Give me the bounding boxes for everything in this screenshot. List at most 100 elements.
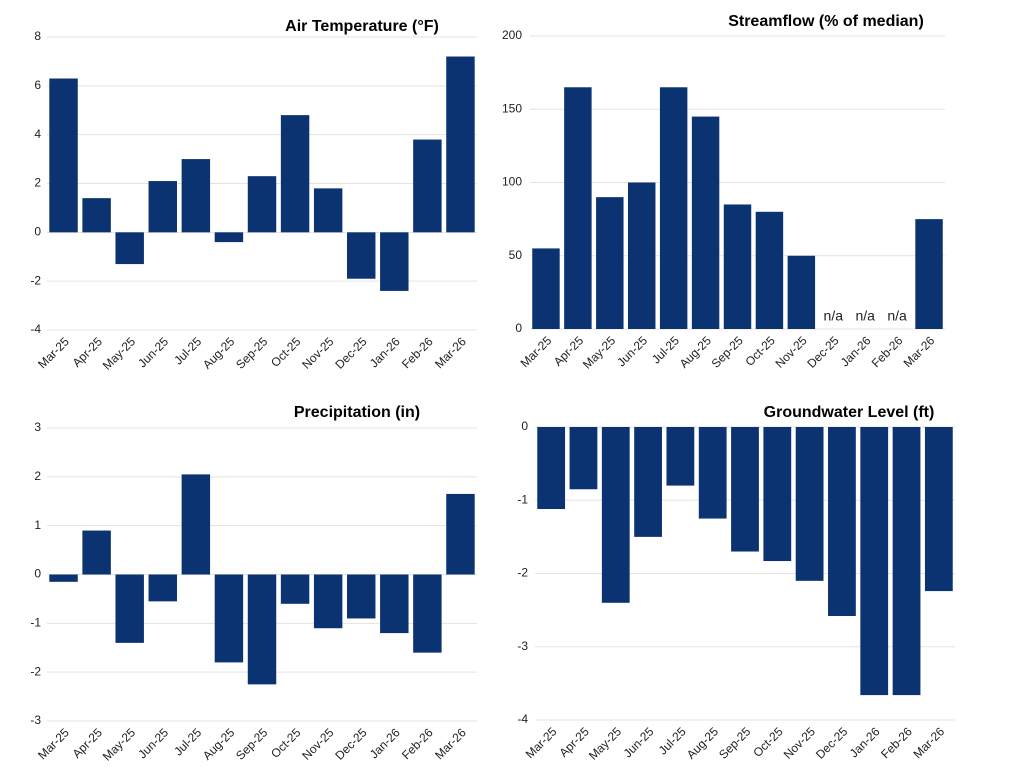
x-tick-label: Dec-25 [804,333,841,370]
bar [698,427,727,519]
x-tick-label: Nov-25 [299,725,336,762]
y-tick-label: 200 [502,28,522,42]
x-tick-label: May-25 [586,724,624,762]
x-tick-label: Oct-25 [742,333,778,369]
bar [181,159,211,233]
bar [755,211,784,329]
bar [413,574,442,653]
y-tick-label: 50 [509,248,523,262]
y-tick-label: 2 [34,176,41,190]
x-tick-label: Mar-26 [901,333,938,370]
bar [148,181,177,233]
x-tick-label: Oct-25 [750,724,786,760]
bar [49,574,78,582]
y-tick-label: 6 [34,78,41,92]
x-tick-label: Aug-25 [677,333,714,370]
bar [115,574,144,643]
x-tick-label: Sep-25 [233,725,270,762]
y-tick-label: -1 [517,492,528,506]
bar [380,574,409,634]
x-tick-label: Jun-25 [614,333,650,369]
x-tick-label: Jan-26 [847,724,883,760]
bar [601,427,630,603]
value-label: n/a [855,308,875,324]
x-tick-label: Sep-25 [716,724,753,761]
y-tick-label: -2 [30,273,41,287]
x-tick-label: Dec-25 [813,724,850,761]
bar [82,530,111,575]
bar [860,427,889,696]
x-tick-label: Jan-26 [367,334,403,370]
x-tick-label: Nov-25 [299,334,336,371]
value-label: n/a [887,308,907,324]
bar [214,232,244,243]
x-tick-label: Aug-25 [684,724,721,761]
y-tick-label: 3 [34,420,41,434]
y-tick-label: -2 [517,566,528,580]
x-tick-label: Feb-26 [399,334,436,371]
bar [148,574,177,602]
bar [446,56,475,233]
y-tick-label: 150 [502,101,522,115]
bar [691,116,720,329]
y-tick-label: 0 [34,567,41,581]
bar [763,427,792,562]
bar [569,427,598,490]
bar [915,219,943,329]
y-tick-label: 0 [521,419,528,433]
x-tick-label: Mar-26 [910,724,947,761]
y-tick-label: -4 [30,322,41,336]
x-tick-label: May-25 [580,333,618,371]
bar [532,248,560,329]
y-tick-label: 0 [515,321,522,335]
y-tick-label: -3 [517,639,528,653]
x-tick-label: Mar-26 [432,334,469,371]
y-tick-label: 0 [34,225,41,239]
x-tick-label: Mar-25 [35,725,72,762]
x-tick-label: Oct-25 [268,725,304,761]
x-tick-label: Feb-26 [878,724,915,761]
x-tick-label: Feb-26 [399,725,436,762]
x-tick-label: Mar-25 [35,334,72,371]
x-tick-label: Jan-26 [367,725,403,761]
bar [280,574,310,604]
bar [181,474,211,575]
bar [795,427,824,581]
y-tick-label: -1 [30,616,41,630]
bar [347,574,376,619]
x-tick-label: Aug-25 [200,334,237,371]
bar [628,182,656,329]
bar [82,198,111,233]
bar [446,493,475,575]
bar [731,427,759,552]
bar [214,574,244,663]
chart-title: Air Temperature (°F) [285,18,439,35]
value-label: n/a [824,308,844,324]
bar [313,188,343,233]
x-tick-label: Aug-25 [200,725,237,762]
bar [247,574,277,685]
bar [723,204,752,329]
y-tick-label: -4 [517,712,528,726]
bar [666,427,695,486]
y-tick-label: 2 [34,469,41,483]
bar [924,427,953,592]
bar [413,139,442,233]
x-tick-label: Mar-25 [518,333,555,370]
x-tick-label: Feb-26 [869,333,906,370]
x-tick-label: Oct-25 [268,334,304,370]
x-tick-label: Jun-25 [135,334,171,370]
y-tick-label: -3 [30,713,41,727]
bar [659,87,688,330]
x-tick-label: Dec-25 [332,334,369,371]
y-tick-label: 8 [34,29,41,43]
bar [828,427,856,616]
x-tick-label: Sep-25 [233,334,270,371]
y-tick-label: 100 [502,175,522,189]
x-tick-label: Dec-25 [332,725,369,762]
bar [634,427,662,537]
chart-title: Precipitation (in) [294,404,420,421]
x-tick-label: Sep-25 [709,333,746,370]
bar [247,176,277,233]
